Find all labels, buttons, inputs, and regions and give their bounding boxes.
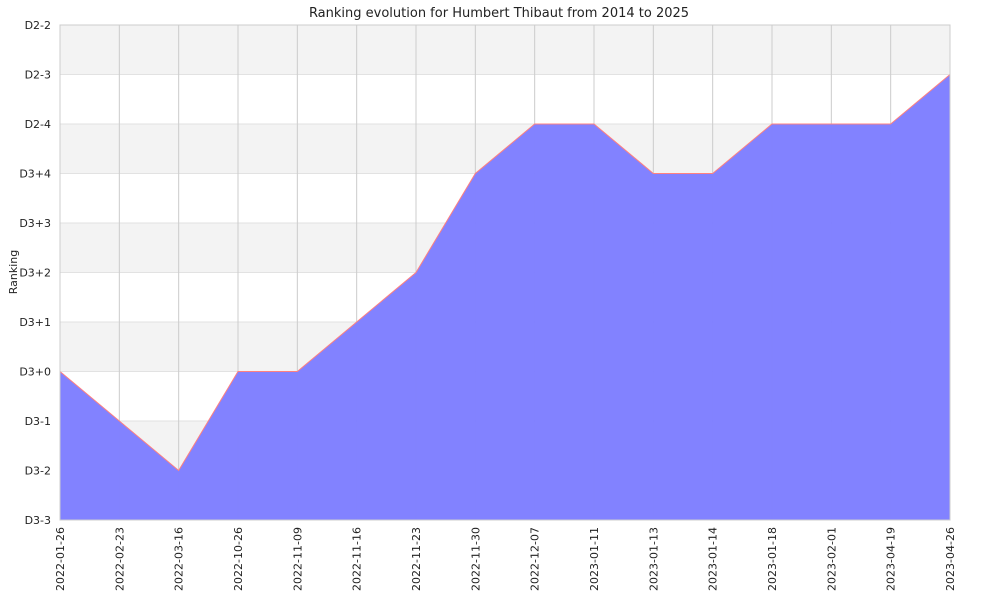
background-band <box>60 25 950 75</box>
area-fill <box>60 74 950 520</box>
chart-title: Ranking evolution for Humbert Thibaut fr… <box>309 6 689 21</box>
plot-border <box>59 24 951 521</box>
x-tick-label: 2023-01-11 <box>588 527 601 591</box>
x-tick-label: 2023-02-01 <box>825 527 838 591</box>
x-tick-label: 2023-01-13 <box>647 527 660 591</box>
y-tick-label: D2-3 <box>25 69 51 82</box>
y-tick-label: D2-2 <box>25 19 51 32</box>
x-tick-labels: 2022-01-26 2022-02-23 2022-03-16 2022-10-26… <box>54 527 957 591</box>
x-tick-label: 2022-02-23 <box>113 527 126 591</box>
x-tick-label: 2022-12-07 <box>529 527 542 591</box>
y-tick-labels: D3-3 D3-2 D3-1 D3+0 D3+1 D3+2 D3+3 D3+4 D2-4 D2-3… <box>19 19 51 527</box>
y-tick-label: D3+4 <box>19 168 51 181</box>
x-tick-label: 2022-11-30 <box>469 527 482 591</box>
y-tick-label: D3+2 <box>19 267 51 280</box>
y-axis-title: Ranking <box>7 250 20 295</box>
y-tick-label: D3-3 <box>25 514 51 527</box>
x-tick-label: 2022-11-23 <box>410 527 423 591</box>
y-tick-label: D2-4 <box>25 118 51 131</box>
x-tick-label: 2022-01-26 <box>54 527 67 591</box>
y-tick-label: D3+0 <box>19 366 51 379</box>
x-tick-label: 2023-01-14 <box>707 527 720 591</box>
data-area <box>59 74 951 520</box>
series-line <box>59 74 951 472</box>
x-tick-label: 2022-10-26 <box>232 527 245 591</box>
x-tick-label: 2022-03-16 <box>173 527 186 591</box>
y-tick-label: D3-2 <box>25 465 51 478</box>
y-tick-label: D3+3 <box>19 217 51 230</box>
x-tick-label: 2023-04-26 <box>944 527 957 591</box>
x-tick-label: 2022-11-16 <box>351 527 364 591</box>
x-tick-label: 2022-11-09 <box>291 527 304 591</box>
x-tick-label: 2023-04-19 <box>885 527 898 591</box>
y-tick-label: D3+1 <box>19 316 51 329</box>
y-tick-label: D3-1 <box>25 415 51 428</box>
x-tick-label: 2023-01-18 <box>766 527 779 591</box>
